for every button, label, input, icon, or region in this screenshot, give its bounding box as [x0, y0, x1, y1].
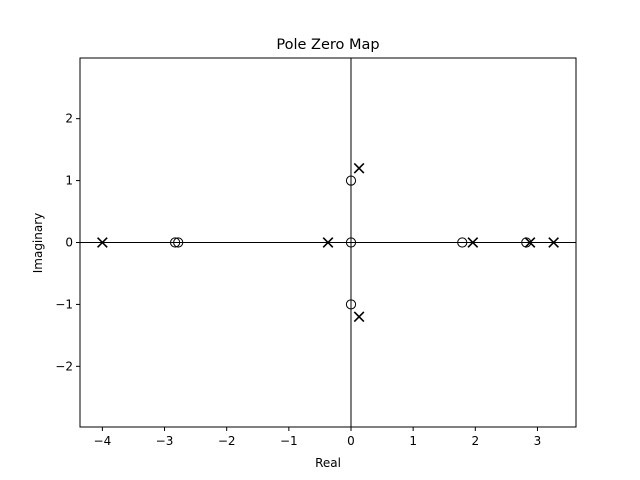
- pole-stroke: [322, 237, 334, 248]
- x-tick-label: 2: [471, 434, 479, 448]
- x-tick-label: −1: [280, 434, 298, 448]
- zero-marker: [169, 237, 181, 248]
- pole-stroke: [97, 237, 108, 248]
- zero-marker: [457, 237, 468, 248]
- x-tick-label: 3: [534, 434, 542, 448]
- x-tick-label: 1: [409, 434, 417, 448]
- pole-marker: [524, 237, 536, 248]
- y-tick-label: −2: [55, 359, 73, 373]
- y-tick-label: 1: [65, 174, 73, 188]
- x-axis-ticks: −4 −3 −2 −1 0 1 2 3: [94, 427, 542, 448]
- y-tick-label: −1: [55, 297, 73, 311]
- y-axis-ticks: −2 −1 0 1 2: [55, 112, 80, 373]
- pole-stroke: [467, 237, 479, 248]
- pole-marker: [467, 237, 479, 248]
- pole-marker: [97, 237, 108, 248]
- y-axis-label: Imaginary: [31, 213, 45, 274]
- zero-marker: [345, 237, 357, 248]
- pole-marker: [353, 311, 365, 323]
- chart-title: Pole Zero Map: [276, 37, 379, 53]
- y-tick-label: 0: [65, 236, 73, 250]
- x-tick-label: −2: [218, 434, 236, 448]
- zero-marker: [345, 175, 357, 186]
- zero-marker: [345, 299, 357, 310]
- pole-stroke: [548, 237, 559, 248]
- pole-marker: [548, 237, 559, 248]
- x-axis-label: Real: [315, 456, 341, 470]
- zero-marker: [173, 237, 184, 248]
- x-tick-label: −4: [94, 434, 112, 448]
- x-tick-label: 0: [347, 434, 355, 448]
- x-tick-label: −3: [156, 434, 174, 448]
- pole-marker: [353, 162, 365, 174]
- marker-layer: [97, 162, 559, 323]
- y-tick-label: 2: [65, 112, 73, 126]
- zero-marker: [521, 237, 532, 248]
- pole-stroke: [353, 162, 365, 174]
- pole-stroke: [524, 237, 536, 248]
- pole-stroke: [353, 311, 365, 323]
- pole-marker: [322, 237, 334, 248]
